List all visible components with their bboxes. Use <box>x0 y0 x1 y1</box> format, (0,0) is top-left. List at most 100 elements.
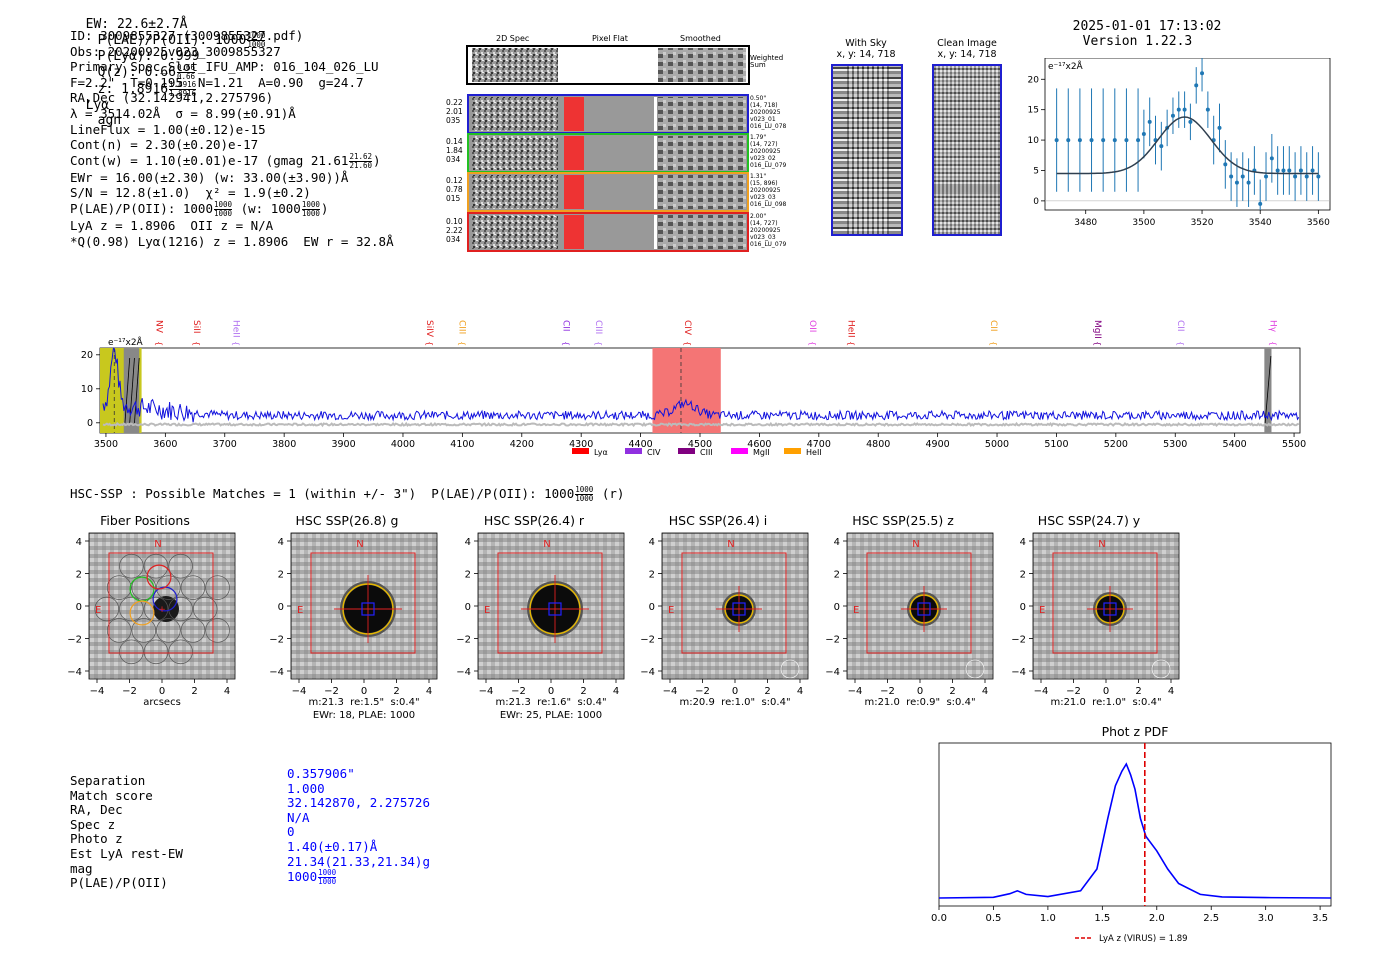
info-obs: Obs: 20200925v023_3009855327 <box>70 43 281 59</box>
spec-legend-label: CIV <box>647 448 661 457</box>
zoom-data-point <box>1200 71 1205 76</box>
fiber-highlight-orange <box>129 600 155 626</box>
header-line: Lyα <box>85 98 110 113</box>
spec-xtick-label: 4000 <box>391 439 415 450</box>
zoom-ytick-label: 10 <box>1028 136 1040 146</box>
zoom-ytick-label: 5 <box>1033 166 1039 176</box>
spec-xtick-label: 3600 <box>153 439 177 450</box>
hsc-stamp-caption: m:21.3 re:1.6" s:0.4" <box>495 697 607 708</box>
spec-xtick-label: 3900 <box>331 439 355 450</box>
hsc-stamp-3: HSC SSP(26.4) i N E 4 2 0 −2 −4 −4 −2 0 2 4 m:20.9 re… <box>627 510 812 725</box>
search-box <box>310 552 416 654</box>
spec-xtick-label: 4900 <box>926 439 950 450</box>
spec-xtick-label: 4500 <box>688 439 712 450</box>
stamp-xtick-label: 2 <box>393 686 399 697</box>
fiber-footprint <box>205 575 230 600</box>
hsc-stamp-image: N E 4 2 0 −2 −4 −4 −2 0 2 4 <box>825 532 994 697</box>
spec-line-bracket: { <box>192 341 201 346</box>
stamp-xtick-label: 0 <box>917 686 923 697</box>
zoom-data-point <box>1176 107 1181 112</box>
spec-line-label: CIV <box>682 320 692 336</box>
zoom-data-point <box>1223 162 1228 167</box>
zoom-xtick-label: 3540 <box>1249 218 1272 228</box>
info-plae: P(LAE)/P(OII): 1000 1000 1000 (w: 1000 1000… <box>70 199 329 218</box>
cutout-stack <box>466 45 750 252</box>
spec-xtick-label: 5100 <box>1044 439 1068 450</box>
zoom-data-point <box>1159 144 1164 149</box>
spec-line-label: MgII <box>1092 320 1102 339</box>
neighbor-marker <box>1151 659 1171 679</box>
north-label: N <box>154 539 161 550</box>
value-mag: 21.34(21.33,21.34)g <box>287 853 430 869</box>
header-plya: P(Lyα): 0.999 <box>97 49 200 64</box>
zoom-data-point <box>1089 138 1094 143</box>
gaussian-fit-line <box>1056 116 1319 175</box>
hsc-stamp-caption: m:21.3 re:1.5" s:0.4" <box>308 697 420 708</box>
fiber-footprint <box>180 575 206 600</box>
header-agn: agn <box>97 113 122 128</box>
info-radec: RA,Dec (32.142941,2.275796) <box>70 90 274 106</box>
header-bar: EW: 22.6±2.7Å P(LAE)/P(OII): 1000 1000 100… <box>70 2 266 128</box>
stamp-xtick-label: 4 <box>613 686 619 697</box>
neighbor-marker <box>965 659 985 679</box>
stamp-xtick-label: −4 <box>848 686 863 697</box>
stamp-ytick-label: 2 <box>834 570 840 581</box>
value-spec-z: N/A <box>287 809 310 825</box>
zoom-data-point <box>1124 138 1129 143</box>
stamp-ytick-label: −2 <box>269 635 284 646</box>
info-contw: Cont(w) = 1.10(±0.01)e-17 (gmag 21.61 21.… <box>70 151 381 170</box>
info-lya: LyA z = 1.8906 OII z = N/A <box>70 217 274 233</box>
east-label: E <box>484 605 490 616</box>
pdf-xtick-label: 2.0 <box>1149 913 1165 924</box>
row-3-left: 0.12 0.78 015 <box>446 176 463 203</box>
spec-line-label: CII <box>1175 320 1185 332</box>
row-2-right: 1.79" (14, 727) 20200925 v023_02 016_LU_… <box>750 134 787 169</box>
stamp-xtick-label: 2 <box>949 686 955 697</box>
pdf-xtick-label: 0.5 <box>985 913 1001 924</box>
info-lineflux: LineFlux = 1.00(±0.12)e-15 <box>70 121 266 137</box>
search-box <box>497 552 603 654</box>
stamp-ytick-label: 2 <box>649 570 655 581</box>
clean-image-title: Clean Image x, y: 14, 718 <box>937 38 997 60</box>
spec-xtick-label: 3800 <box>272 439 296 450</box>
zoom-units-label: e⁻¹⁷x2Å <box>1048 60 1084 72</box>
stamp-ytick-label: 4 <box>278 537 284 548</box>
clean-image <box>932 64 1002 236</box>
spec-ytick-label: 20 <box>81 350 93 361</box>
spec-line-label: SiIV <box>424 320 434 338</box>
photz-pdf-chart: Phot z PDF 0.0 0.5 1.0 1.5 2.0 2.5 3.0 3.5 LyA … <box>931 724 1332 944</box>
civ-window-shade <box>652 348 721 433</box>
info-id: ID: 3009855327 (3009855327.pdf) <box>70 28 304 43</box>
search-box <box>1052 552 1158 654</box>
stamp-xtick-label: −4 <box>663 686 678 697</box>
hsc-stamp-title: HSC SSP(26.4) r <box>483 513 585 528</box>
spec-legend-label: HeII <box>806 448 822 457</box>
pdf-xtick-label: 2.5 <box>1203 913 1219 924</box>
stamp-ytick-label: 4 <box>834 537 840 548</box>
hsc-stamp-5: HSC SSP(24.7) y N E 4 2 0 −2 −4 −4 −2 0 2 4 m:21.0 re… <box>998 510 1183 725</box>
spec-line-label: CIII <box>593 320 603 334</box>
header-timestamp: 2025-01-01 17:13:02 <box>1072 19 1222 34</box>
stamp-xtick-label: 4 <box>224 686 230 697</box>
spec-xtick-label: 5300 <box>1163 439 1187 450</box>
zoom-data-point <box>1077 138 1082 143</box>
label-separation: Separation <box>70 773 146 788</box>
value-plae: 1000 1000 1000 <box>287 868 337 887</box>
spec-xtick-label: 4400 <box>629 439 653 450</box>
weighted-sum-row <box>466 45 750 85</box>
spec-line-bracket: { <box>683 341 692 346</box>
spec-line-label: SiII <box>191 320 201 334</box>
zoom-xtick-label: 3520 <box>1191 218 1214 228</box>
stamp-ytick-label: −4 <box>825 667 840 678</box>
stamp-ytick-label: 4 <box>1020 537 1026 548</box>
stamp-ytick-label: −2 <box>67 635 82 646</box>
stamp-ytick-label: 0 <box>1020 602 1026 613</box>
spec-line-label: CIII <box>456 320 466 334</box>
spec-xtick-label: 5200 <box>1104 439 1128 450</box>
zoom-data-point <box>1304 174 1309 179</box>
zoom-data-point <box>1170 113 1175 118</box>
exposure-row-1 <box>467 94 749 134</box>
spec-line-label: CII <box>560 320 570 332</box>
north-label: N <box>356 539 363 550</box>
source-box <box>732 602 746 616</box>
